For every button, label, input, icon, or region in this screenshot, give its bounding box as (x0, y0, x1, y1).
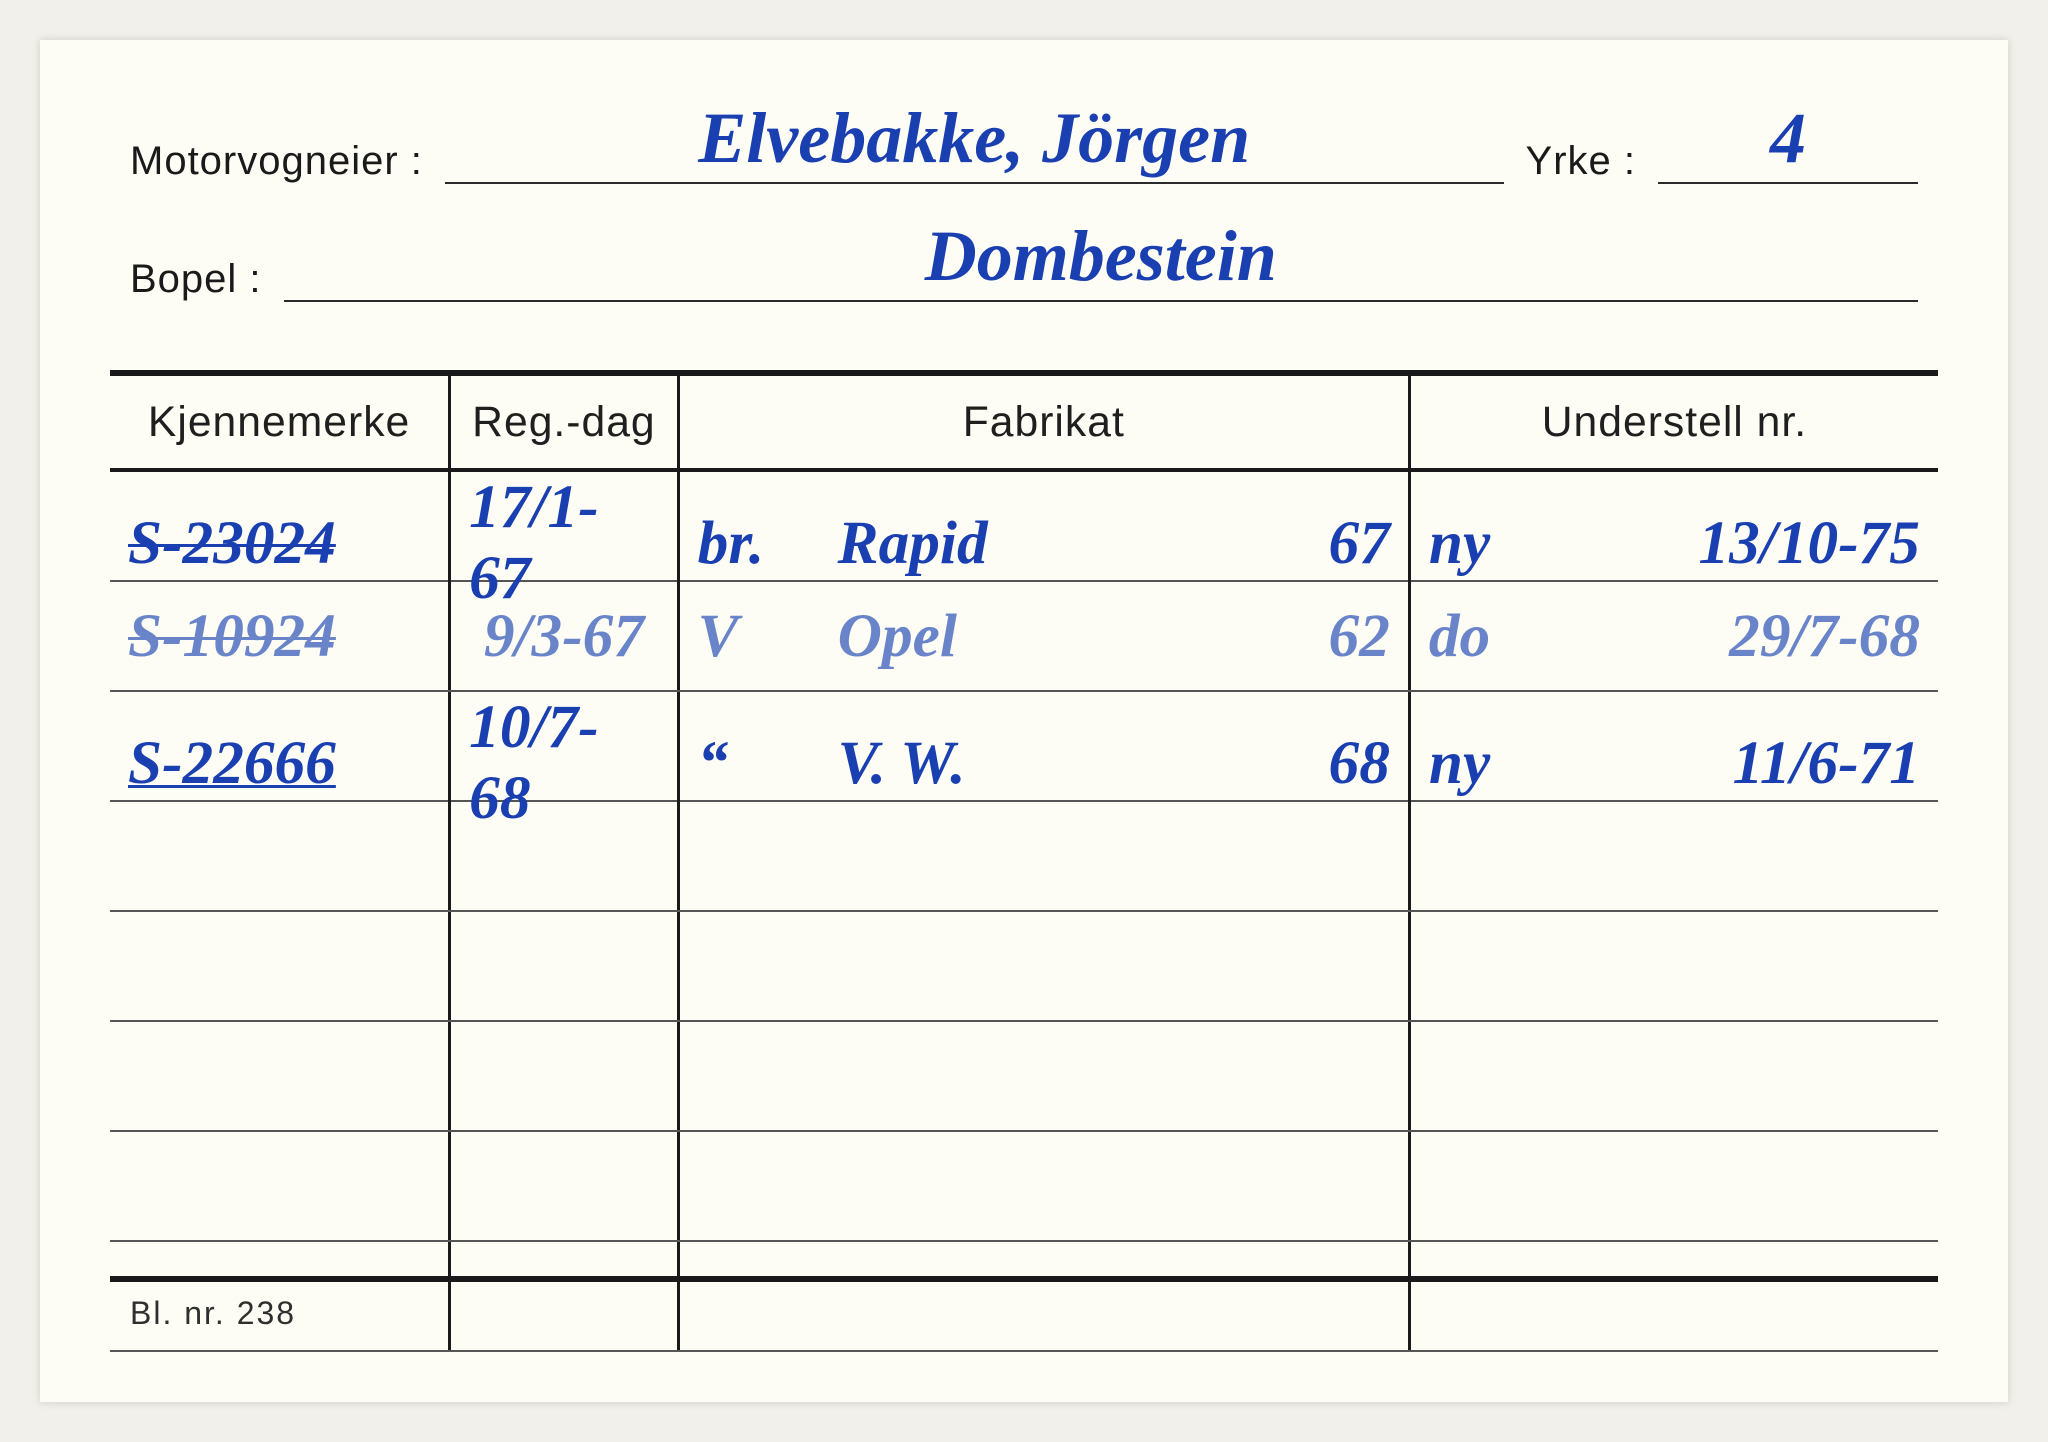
table-row: S-2266610/7-68“V. W.68ny11/6-71 (110, 692, 1938, 802)
form-number: Bl. nr. 238 (130, 1295, 296, 1332)
cell-regday (448, 912, 677, 1020)
occupation-value: 4 (1658, 97, 1918, 180)
table-row (110, 912, 1938, 1022)
cell-chassis (1408, 912, 1938, 1020)
vehicle-table: Kjennemerke Reg.-dag Fabrikat Understell… (110, 370, 1938, 1352)
mark-value: S-23024 (128, 508, 336, 579)
make-inner: VOpel62 (698, 601, 1390, 672)
owner-value: Elvebakke, Jörgen (445, 97, 1504, 180)
cell-make (677, 1132, 1408, 1240)
occupation-line: 4 (1658, 110, 1918, 184)
chassis-note: ny (1429, 728, 1670, 799)
cell-make: VOpel62 (677, 582, 1408, 690)
cell-make (677, 1242, 1408, 1350)
cell-make (677, 1022, 1408, 1130)
cell-make (677, 802, 1408, 910)
owner-label: Motorvogneier : (130, 139, 423, 184)
header-area: Motorvogneier : Elvebakke, Jörgen Yrke :… (40, 40, 2008, 302)
cell-chassis (1408, 1022, 1938, 1130)
cell-mark (110, 1022, 448, 1130)
make-year: 67 (1280, 508, 1390, 579)
registration-card: Motorvogneier : Elvebakke, Jörgen Yrke :… (40, 40, 2008, 1402)
chassis-date: 13/10-75 (1679, 508, 1920, 579)
mark-value: S-22666 (128, 728, 336, 799)
chassis-date: 11/6-71 (1679, 728, 1920, 799)
table-row (110, 802, 1938, 912)
make-prefix: br. (698, 508, 828, 579)
chassis-inner: ny13/10-75 (1429, 508, 1920, 579)
table-body: S-2302417/1-67br.Rapid67ny13/10-75S-1092… (110, 472, 1938, 1352)
make-name: Opel (838, 601, 1270, 672)
table-row (110, 1242, 1938, 1352)
make-name: Rapid (838, 508, 1270, 579)
cell-mark (110, 802, 448, 910)
chassis-inner: do29/7-68 (1429, 601, 1920, 672)
make-inner: br.Rapid67 (698, 508, 1390, 579)
cell-chassis (1408, 1132, 1938, 1240)
col-regday-header: Reg.-dag (448, 376, 677, 468)
col-make-header: Fabrikat (677, 376, 1408, 468)
table-row (110, 1132, 1938, 1242)
cell-chassis: do29/7-68 (1408, 582, 1938, 690)
col-chassis-header: Understell nr. (1408, 376, 1938, 468)
cell-regday (448, 1022, 677, 1130)
residence-label: Bopel : (130, 257, 262, 302)
make-name: V. W. (838, 728, 1270, 799)
cell-regday (448, 1132, 677, 1240)
table-row: S-10924 9/3-67 VOpel62 do29/7-68 (110, 582, 1938, 692)
cell-chassis (1408, 802, 1938, 910)
cell-regday (448, 1242, 677, 1350)
table-row (110, 1022, 1938, 1132)
owner-row: Motorvogneier : Elvebakke, Jörgen Yrke :… (130, 110, 1918, 184)
bottom-rule (110, 1276, 1938, 1282)
chassis-note: do (1429, 601, 1670, 672)
make-prefix: “ (698, 728, 828, 799)
cell-mark (110, 1132, 448, 1240)
table-header: Kjennemerke Reg.-dag Fabrikat Understell… (110, 370, 1938, 472)
residence-row: Bopel : Dombestein (130, 228, 1918, 302)
cell-mark: S-10924 (110, 582, 448, 690)
make-year: 62 (1280, 601, 1390, 672)
chassis-note: ny (1429, 508, 1670, 579)
residence-value: Dombestein (284, 215, 1918, 298)
owner-line: Elvebakke, Jörgen (445, 110, 1504, 184)
table-row: S-2302417/1-67br.Rapid67ny13/10-75 (110, 472, 1938, 582)
cell-make (677, 912, 1408, 1020)
make-prefix: V (698, 601, 828, 672)
make-year: 68 (1280, 728, 1390, 799)
chassis-inner: ny11/6-71 (1429, 728, 1920, 799)
col-mark-header: Kjennemerke (110, 376, 448, 468)
occupation-label: Yrke : (1526, 139, 1636, 184)
cell-regday: 9/3-67 (448, 582, 677, 690)
residence-line: Dombestein (284, 228, 1918, 302)
make-inner: “V. W.68 (698, 728, 1390, 799)
cell-chassis (1408, 1242, 1938, 1350)
mark-value: S-10924 (128, 601, 336, 672)
cell-mark (110, 912, 448, 1020)
cell-regday (448, 802, 677, 910)
chassis-date: 29/7-68 (1679, 601, 1920, 672)
